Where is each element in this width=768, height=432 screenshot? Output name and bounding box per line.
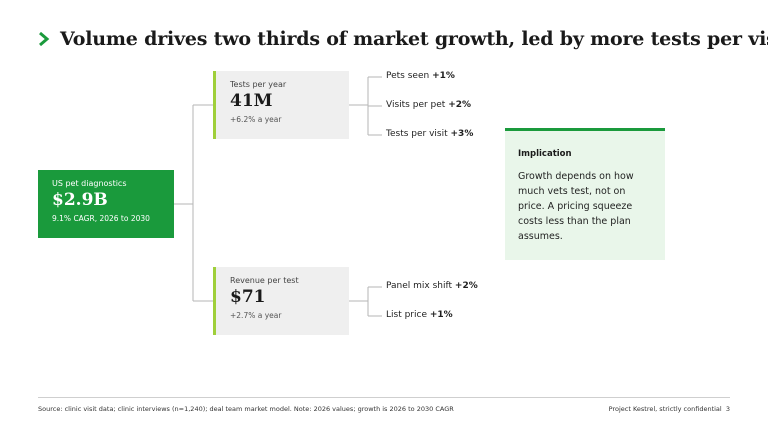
leaf-value: +2% — [448, 100, 472, 110]
root-value: $2.9B — [52, 190, 108, 210]
title-row: Volume drives two thirds of market growt… — [38, 28, 768, 50]
leaf-label: Tests per visit — [386, 129, 448, 139]
source-note: Source: clinic visit data; clinic interv… — [38, 405, 454, 413]
leaf-value: +2% — [454, 281, 478, 291]
leaf-label: List price — [386, 310, 427, 320]
driver-node-revenue-per-test: Revenue per test $71 +2.7% a year — [213, 267, 349, 335]
leaf-value: +1% — [432, 71, 455, 81]
leaf-list-price: List price +1% — [386, 310, 453, 320]
confidentiality-label: Project Kestrel, strictly confidential — [608, 405, 722, 413]
driver-growth: +2.7% a year — [230, 311, 282, 320]
leaf-label: Pets seen — [386, 71, 430, 81]
implication-callout: Implication Growth depends on how much v… — [505, 128, 665, 260]
leaf-value: +3% — [450, 129, 474, 139]
page-number: 3 — [725, 405, 730, 413]
leaf-label: Panel mix shift — [386, 281, 453, 291]
leaf-visits-per-pet: Visits per pet +2% — [386, 100, 471, 110]
driver-label: Revenue per test — [230, 276, 299, 285]
root-label: US pet diagnostics — [52, 179, 127, 188]
root-node: US pet diagnostics $2.9B 9.1% CAGR, 2026… — [38, 170, 174, 238]
root-growth: 9.1% CAGR, 2026 to 2030 — [52, 214, 150, 223]
page-title: Volume drives two thirds of market growt… — [60, 28, 768, 50]
implication-title: Implication — [518, 149, 572, 159]
driver-label: Tests per year — [230, 80, 287, 89]
chevron-right-icon — [39, 31, 50, 47]
footer-divider — [38, 397, 730, 398]
leaf-value: +1% — [429, 310, 453, 320]
driver-growth: +6.2% a year — [230, 115, 282, 124]
leaf-pets-seen: Pets seen +1% — [386, 71, 455, 81]
footer-right: Project Kestrel, strictly confidential 3 — [609, 405, 730, 413]
driver-value: 41M — [230, 91, 273, 111]
implication-body: Growth depends on how much vets test, no… — [518, 171, 634, 242]
leaf-tests-per-visit: Tests per visit +3% — [386, 129, 473, 139]
leaf-panel-mix-shift: Panel mix shift +2% — [386, 281, 478, 291]
leaf-label: Visits per pet — [386, 100, 446, 110]
driver-node-tests-per-year: Tests per year 41M +6.2% a year — [213, 71, 349, 139]
driver-value: $71 — [230, 287, 266, 307]
